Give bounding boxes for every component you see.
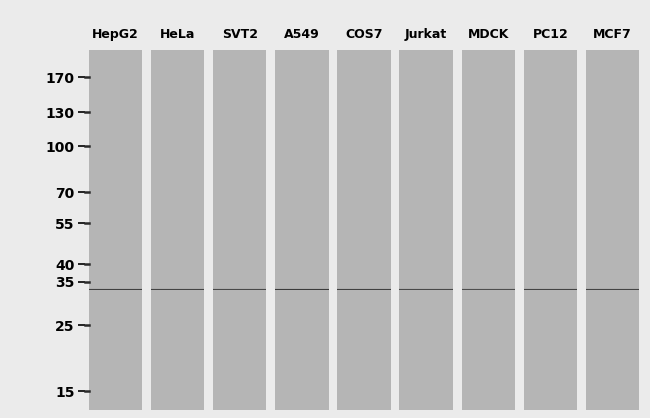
Bar xyxy=(151,50,204,410)
Bar xyxy=(275,50,329,410)
Bar xyxy=(462,50,515,410)
Bar xyxy=(213,50,266,410)
Bar xyxy=(399,50,453,410)
Bar xyxy=(337,50,391,410)
Bar xyxy=(524,50,577,410)
Bar xyxy=(586,50,639,410)
Bar xyxy=(89,50,142,410)
